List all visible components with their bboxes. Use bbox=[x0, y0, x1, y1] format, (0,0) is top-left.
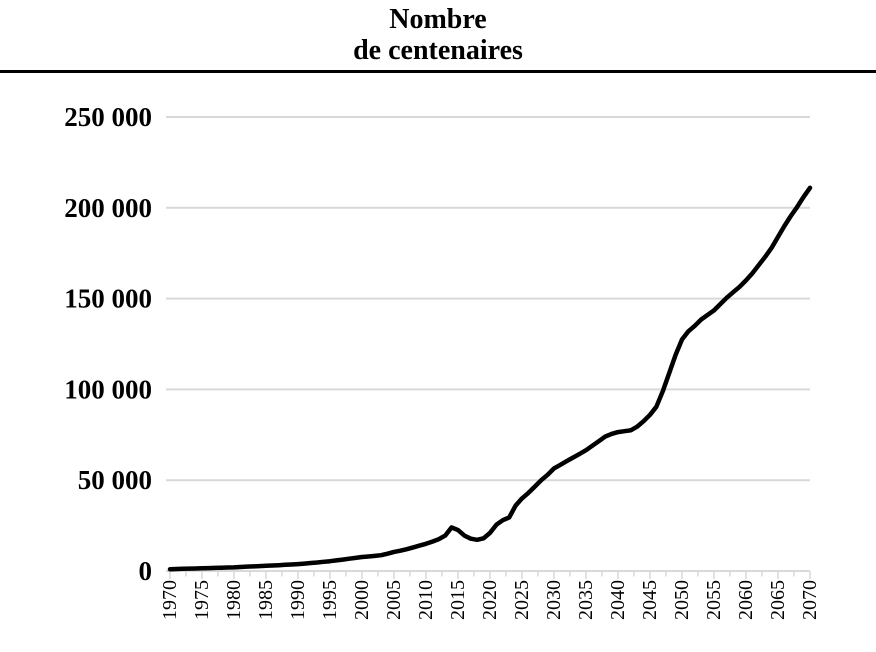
x-tick-label: 1990 bbox=[287, 580, 309, 620]
x-tick-label: 2065 bbox=[767, 580, 789, 620]
x-tick-label: 2030 bbox=[543, 580, 565, 620]
x-tick-label: 2035 bbox=[575, 580, 597, 620]
x-tick-label: 2000 bbox=[351, 580, 373, 620]
y-tick-label: 200 000 bbox=[64, 193, 152, 223]
chart-title: Nombre de centenaires bbox=[0, 4, 876, 66]
x-tick-label: 2005 bbox=[383, 580, 405, 620]
x-tick-label: 1975 bbox=[191, 580, 213, 620]
y-tick-label: 0 bbox=[139, 556, 153, 586]
x-tick-label: 1970 bbox=[159, 580, 181, 620]
series-line-centenaires bbox=[167, 185, 813, 572]
x-tick-label: 1985 bbox=[255, 580, 277, 620]
x-tick-label: 1980 bbox=[223, 580, 245, 620]
chart-title-line2: de centenaires bbox=[353, 35, 523, 66]
x-tick-label: 1995 bbox=[319, 580, 341, 620]
y-tick-label: 250 000 bbox=[64, 102, 152, 132]
x-tick-label: 2010 bbox=[415, 580, 437, 620]
x-tick-label: 2055 bbox=[703, 580, 725, 620]
y-tick-label: 150 000 bbox=[64, 284, 152, 314]
x-tick-label: 2070 bbox=[799, 580, 821, 620]
x-tick-label: 2040 bbox=[607, 580, 629, 620]
chart-title-line1: Nombre bbox=[389, 4, 487, 35]
x-tick-label: 2025 bbox=[511, 580, 533, 620]
x-tick-label: 2045 bbox=[639, 580, 661, 620]
x-tick-label: 2020 bbox=[479, 580, 501, 620]
header-divider bbox=[0, 70, 876, 73]
y-tick-label: 100 000 bbox=[64, 374, 152, 404]
x-tick-label: 2050 bbox=[671, 580, 693, 620]
x-tick-label: 2015 bbox=[447, 580, 469, 620]
x-tick-label: 2060 bbox=[735, 580, 757, 620]
y-tick-label: 50 000 bbox=[78, 465, 152, 495]
